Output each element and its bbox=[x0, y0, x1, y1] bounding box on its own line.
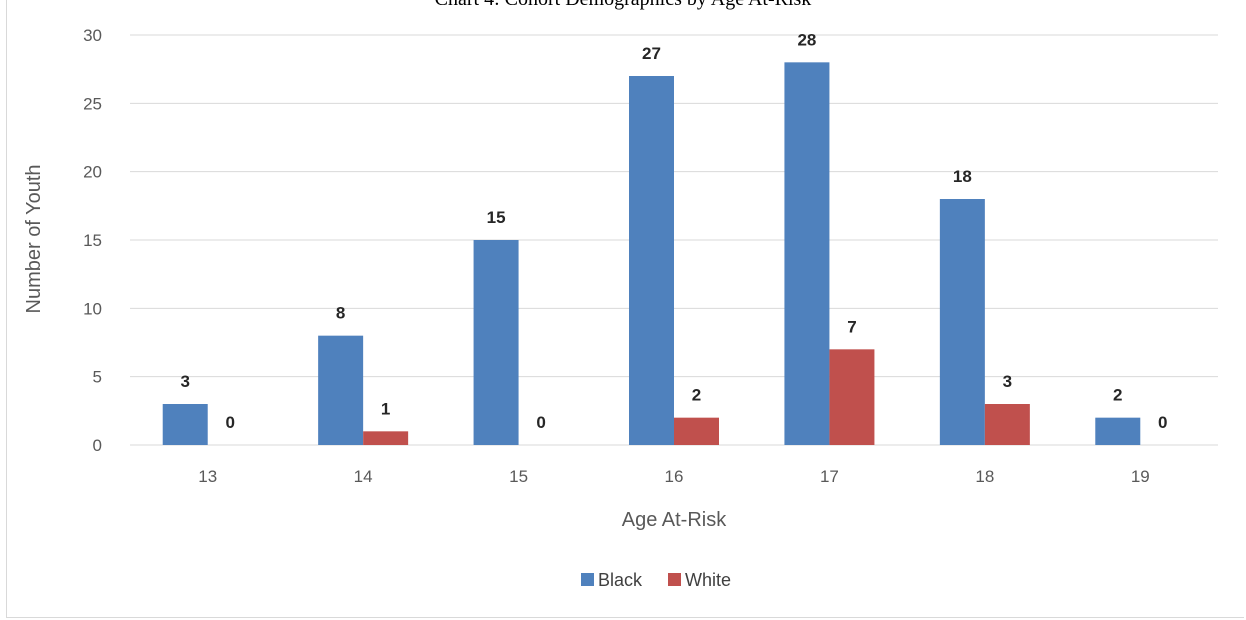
chart-frame bbox=[6, 0, 1244, 618]
bar-black-17 bbox=[784, 62, 830, 445]
x-tick-label: 14 bbox=[354, 467, 373, 486]
data-label-white-14: 1 bbox=[381, 399, 390, 418]
x-tick-label: 15 bbox=[509, 467, 528, 486]
data-label-black-14: 8 bbox=[336, 304, 345, 323]
bar-white-17 bbox=[829, 349, 875, 445]
y-tick-label: 15 bbox=[83, 231, 102, 250]
y-tick-label: 20 bbox=[83, 163, 102, 182]
y-tick-label: 25 bbox=[83, 94, 102, 113]
bar-black-19 bbox=[1095, 417, 1141, 445]
x-tick-label: 16 bbox=[665, 467, 684, 486]
data-label-black-19: 2 bbox=[1113, 386, 1122, 405]
y-tick-label: 30 bbox=[83, 26, 102, 45]
data-labels: 3 0 8 1 15 0 27 2 28 7 18 3 2 0 bbox=[180, 30, 1167, 432]
data-label-black-13: 3 bbox=[180, 372, 189, 391]
x-tick-label: 19 bbox=[1131, 467, 1150, 486]
data-label-black-18: 18 bbox=[953, 167, 972, 186]
x-tick-label: 18 bbox=[975, 467, 994, 486]
bar-white-14 bbox=[363, 431, 409, 445]
legend: Black White bbox=[581, 570, 731, 590]
data-label-white-18: 3 bbox=[1003, 372, 1012, 391]
y-axis-ticks: 0 5 10 15 20 25 30 bbox=[83, 26, 102, 455]
legend-swatch-black bbox=[581, 573, 594, 586]
data-label-black-15: 15 bbox=[487, 208, 506, 227]
chart-title: Chart 4: Cohort Demographics by Age At-R… bbox=[0, 0, 1246, 11]
x-tick-label: 13 bbox=[198, 467, 217, 486]
x-axis-title: Age At-Risk bbox=[622, 509, 727, 531]
y-tick-label: 0 bbox=[93, 436, 102, 455]
data-label-white-16: 2 bbox=[692, 386, 701, 405]
data-label-black-17: 28 bbox=[797, 30, 816, 49]
bar-black-18 bbox=[939, 199, 985, 445]
data-label-white-15: 0 bbox=[536, 413, 545, 432]
x-tick-label: 17 bbox=[820, 467, 839, 486]
bar-black-13 bbox=[162, 404, 208, 445]
bar-white-18 bbox=[984, 404, 1030, 445]
y-axis-title: Number of Youth bbox=[23, 165, 45, 314]
y-tick-label: 5 bbox=[93, 368, 102, 387]
data-label-white-17: 7 bbox=[847, 317, 856, 336]
x-axis-ticks: 13 14 15 16 17 18 19 bbox=[198, 467, 1149, 486]
data-label-black-16: 27 bbox=[642, 44, 661, 63]
bar-black-15 bbox=[473, 240, 519, 445]
y-tick-label: 10 bbox=[83, 299, 102, 318]
legend-label-black: Black bbox=[598, 570, 643, 590]
legend-label-white: White bbox=[685, 570, 731, 590]
data-label-white-13: 0 bbox=[225, 413, 234, 432]
data-label-white-19: 0 bbox=[1158, 413, 1167, 432]
bar-white-16 bbox=[674, 417, 719, 445]
legend-swatch-white bbox=[668, 573, 681, 586]
bar-black-16 bbox=[629, 76, 674, 445]
bars bbox=[162, 62, 1141, 445]
bar-black-14 bbox=[318, 335, 364, 445]
